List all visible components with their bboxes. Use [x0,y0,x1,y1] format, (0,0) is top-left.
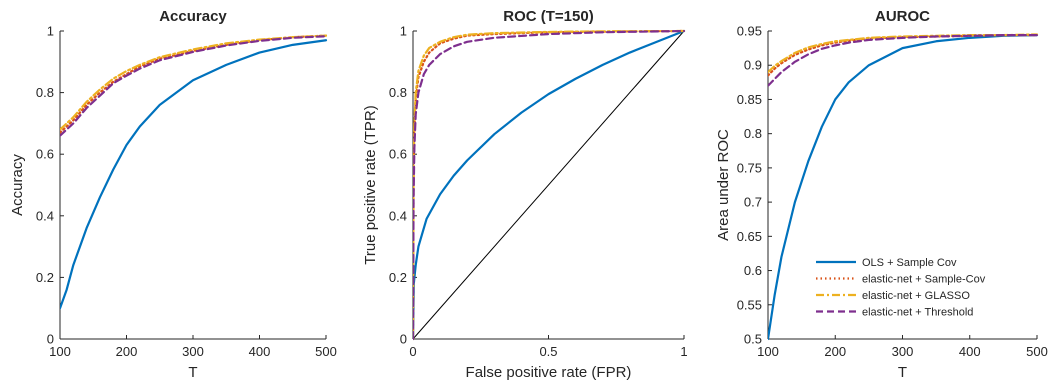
y-tick-label: 0.95 [737,24,762,39]
series-line-3 [768,33,1039,74]
x-axis-label: T [898,364,907,381]
y-tick-label: 0.8 [389,85,407,100]
x-tick-label: 300 [892,344,914,359]
panel-1: Accuracy 100 200 300 400 500 0 0.2 0.4 0.6 0.8 1 T Ac… [9,8,337,381]
y-tick-label: 0.9 [744,58,762,73]
y-tick-label: 0.2 [389,270,407,285]
y-tick-label: 0.6 [36,147,54,162]
x-tick-label: 1 [680,344,687,359]
y-tick-label: 0.8 [36,85,54,100]
series-line-3 [60,34,328,131]
y-axis-label: Accuracy [9,154,26,216]
x-tick-label: 0.5 [539,344,557,359]
y-tick-label: 0 [400,332,407,347]
legend-label-4: elastic-net + Threshold [862,307,973,319]
panel-title: ROC (T=150) [503,8,593,25]
x-tick-label: 400 [249,344,271,359]
y-axis-label: Area under ROC [715,129,732,241]
y-tick-label: 0.75 [737,160,762,175]
y-tick-label: 0.4 [36,208,54,223]
series-line-1 [768,34,1039,341]
y-axis-label: True positive rate (TPR) [362,105,379,265]
x-axis-label: False positive rate (FPR) [466,364,632,381]
series-line-1 [413,29,686,341]
x-tick-label: 200 [824,344,846,359]
x-tick-label: 100 [49,344,71,359]
y-tick-label: 0 [47,332,54,347]
y-tick-label: 1 [47,24,54,39]
panel-title: AUROC [875,8,930,25]
series-line-1 [60,39,328,310]
series-group [413,29,686,341]
y-tick-label: 0.2 [36,270,54,285]
y-tick-label: 0.7 [744,195,762,210]
x-tick-label: 200 [116,344,138,359]
x-tick-label: 400 [959,344,981,359]
x-axis-label: T [188,364,197,381]
y-tick-label: 1 [400,24,407,39]
y-tick-label: 0.8 [744,126,762,141]
x-tick-label: 300 [182,344,204,359]
legend-label-3: elastic-net + GLASSO [862,290,970,302]
panel-title: Accuracy [159,8,227,25]
series-line-2 [413,29,686,341]
chance-diagonal [412,30,685,340]
x-tick-label: 500 [315,344,337,359]
legend-label-1: OLS + Sample Cov [862,257,957,269]
y-tick-label: 0.85 [737,92,762,107]
legend: OLS + Sample Cov elastic-net + Sample-Cov… [816,257,986,319]
y-tick-label: 0.55 [737,297,762,312]
series-line-4 [768,34,1039,87]
series-line-4 [60,35,328,137]
x-tick-label: 100 [757,344,779,359]
y-tick-label: 0.4 [389,208,407,223]
panel-3: AUROC 100 200 300 400 500 0.5 0.55 0.6 0.65 0.7 0.7… [715,8,1048,381]
legend-label-2: elastic-net + Sample-Cov [862,274,986,286]
y-tick-label: 0.5 [744,332,762,347]
y-tick-label: 0.6 [389,147,407,162]
series-group [768,33,1039,341]
x-tick-label: 500 [1026,344,1048,359]
x-tick-label: 0 [409,344,416,359]
series-group [60,34,328,310]
y-tick-label: 0.65 [737,229,762,244]
panel-2: ROC (T=150) 0 0.5 1 0 0.2 0.4 0.6 0.8 1 False posi… [362,8,688,381]
y-tick-label: 0.6 [744,263,762,278]
